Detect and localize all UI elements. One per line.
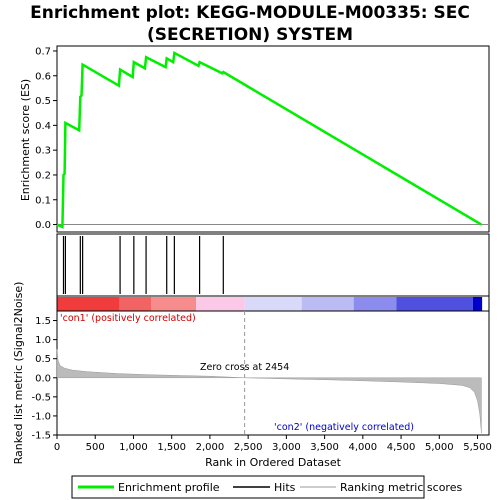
legend-label-enrichment: Enrichment profile — [118, 481, 220, 494]
x-tick-label: 2,500 — [234, 442, 263, 453]
metric-y-tick-label: -1.5 — [31, 431, 51, 442]
color-bar-segment — [244, 297, 302, 311]
x-tick-label: 4,500 — [387, 442, 416, 453]
x-tick-label: 1,000 — [119, 442, 148, 453]
es-y-tick-label: 0.0 — [35, 220, 51, 231]
es-y-tick-label: 0.4 — [35, 121, 51, 132]
color-bar-segment — [57, 297, 120, 311]
x-tick-label: 500 — [86, 442, 105, 453]
x-tick-label: 0 — [54, 442, 60, 453]
negative-correlation-label: 'con2' (negatively correlated) — [274, 422, 414, 433]
ranking-metric-area — [56, 349, 482, 434]
es-y-tick-label: 0.1 — [35, 195, 51, 206]
es-y-tick-label: 0.5 — [35, 96, 51, 107]
hits-panel-frame — [56, 233, 490, 297]
x-axis-label: Rank in Ordered Dataset — [205, 456, 342, 469]
es-y-tick-label: 0.3 — [35, 146, 51, 157]
rank-metric-panel-frame — [56, 310, 490, 436]
rank-metric-panel: -1.5 -1.0 -0.5 0.0 0.5 1.0 1.5 'con1' (positiv… — [31, 310, 490, 442]
color-bar-segment — [396, 297, 473, 311]
color-bar-segment — [472, 297, 483, 311]
legend-label-hits: Hits — [274, 481, 296, 494]
legend-label-ranking: Ranking metric scores — [340, 481, 462, 494]
metric-y-tick-label: 0.5 — [35, 354, 51, 365]
x-tick-label: 3,000 — [272, 442, 301, 453]
x-tick-label: 1,500 — [157, 442, 186, 453]
enrichment-profile-line — [56, 50, 483, 229]
color-bar-segment — [301, 297, 354, 311]
legend: Enrichment profile Hits Ranking metric s… — [71, 475, 462, 499]
x-tick-label: 5,000 — [425, 442, 454, 453]
metric-y-tick-label: 1.5 — [35, 316, 51, 327]
enrichment-panel-frame — [56, 45, 490, 233]
es-y-tick-label: 0.7 — [35, 46, 51, 57]
color-bar-segment — [119, 297, 152, 311]
x-tick-label: 4,000 — [349, 442, 378, 453]
es-y-axis: 0.0 0.1 0.2 0.3 0.4 0.5 0.6 0.7 — [35, 46, 57, 231]
rank-color-bar — [57, 297, 483, 311]
color-bar-segment — [353, 297, 397, 311]
chart-title-line-2: (SECRETION) SYSTEM — [147, 25, 353, 45]
chart-title-line-1: Enrichment plot: KEGG-MODULE-M00335: SEC — [30, 3, 470, 23]
hits-group — [62, 236, 224, 294]
metric-y-axis: -1.5 -1.0 -0.5 0.0 0.5 1.0 1.5 — [31, 316, 57, 442]
es-y-tick-label: 0.2 — [35, 170, 51, 181]
zero-cross-annotation: Zero cross at 2454 — [200, 362, 289, 373]
metric-y-tick-label: 0.0 — [35, 373, 51, 384]
x-tick-label: 5,500 — [463, 442, 492, 453]
enrichment-panel: 0.0 0.1 0.2 0.3 0.4 0.5 0.6 0.7 — [35, 45, 490, 233]
es-y-tick-label: 0.6 — [35, 71, 51, 82]
es-y-axis-label: Enrichment score (ES) — [19, 79, 32, 201]
color-bar-segment — [196, 297, 245, 311]
hits-panel — [56, 233, 490, 297]
metric-y-tick-label: -0.5 — [31, 392, 51, 403]
metric-y-tick-label: -1.0 — [31, 411, 51, 422]
metric-y-axis-label: Ranked list metric (Signal2Noise) — [12, 282, 25, 465]
x-tick-label: 3,500 — [310, 442, 339, 453]
positive-correlation-label: 'con1' (positively correlated) — [60, 313, 196, 324]
x-axis: 0 500 1,000 1,500 2,000 2,500 3,000 3,500 4,000 4… — [54, 435, 492, 453]
metric-y-tick-label: 1.0 — [35, 335, 51, 346]
color-bar-segment — [151, 297, 197, 311]
x-tick-label: 2,000 — [196, 442, 225, 453]
